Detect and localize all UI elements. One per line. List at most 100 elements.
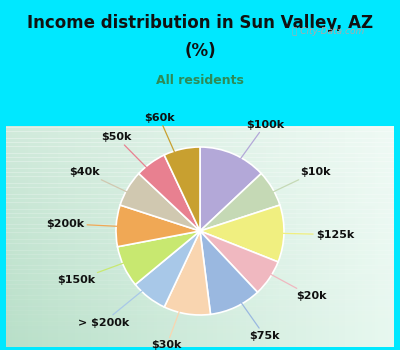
Wedge shape (116, 205, 200, 247)
Bar (2, 161, 398, 165)
Bar (108, 124, 112, 348)
Bar (2, 307, 398, 311)
Wedge shape (200, 147, 261, 231)
Bar (2, 176, 398, 180)
Bar (94, 124, 98, 348)
Bar (62, 124, 66, 348)
Bar (184, 124, 188, 348)
Bar (2, 191, 398, 195)
Bar (141, 124, 145, 348)
Bar (2, 314, 398, 318)
Bar (2, 295, 398, 300)
Bar (332, 124, 336, 348)
Bar (233, 124, 237, 348)
Bar (187, 124, 191, 348)
Bar (2, 303, 398, 307)
Bar (2, 220, 398, 225)
Bar (58, 124, 62, 348)
Bar (279, 124, 283, 348)
Bar (259, 124, 264, 348)
Bar (210, 124, 214, 348)
Bar (385, 124, 389, 348)
Text: $40k: $40k (70, 167, 162, 209)
Bar (306, 124, 310, 348)
Bar (375, 124, 379, 348)
Wedge shape (200, 231, 278, 292)
Bar (2, 243, 398, 247)
Bar (388, 124, 392, 348)
Bar (157, 124, 161, 348)
Bar (2, 344, 398, 348)
Bar (2, 180, 398, 184)
Bar (372, 124, 376, 348)
Bar (2, 150, 398, 154)
Bar (292, 124, 296, 348)
Bar (2, 232, 398, 236)
Wedge shape (200, 231, 258, 314)
Bar (147, 124, 151, 348)
Bar (71, 124, 76, 348)
Text: $100k: $100k (217, 120, 284, 191)
Bar (230, 124, 234, 348)
Bar (2, 292, 398, 296)
Bar (269, 124, 274, 348)
Bar (74, 124, 79, 348)
Bar (111, 124, 115, 348)
Bar (45, 124, 49, 348)
Bar (226, 124, 230, 348)
Bar (2, 202, 398, 206)
Bar (81, 124, 85, 348)
Bar (98, 124, 102, 348)
Bar (150, 124, 154, 348)
Bar (216, 124, 221, 348)
Bar (2, 262, 398, 266)
Wedge shape (200, 174, 280, 231)
Text: > $200k: > $200k (78, 266, 173, 328)
Wedge shape (139, 155, 200, 231)
Bar (194, 124, 198, 348)
Text: $10k: $10k (238, 167, 330, 209)
Bar (2, 198, 398, 203)
Bar (2, 164, 398, 169)
Bar (2, 284, 398, 288)
Bar (2, 310, 398, 315)
Bar (378, 124, 382, 348)
Bar (2, 183, 398, 188)
Bar (368, 124, 372, 348)
Bar (2, 157, 398, 162)
Bar (22, 124, 26, 348)
Bar (365, 124, 369, 348)
Bar (18, 124, 22, 348)
Bar (326, 124, 330, 348)
Bar (114, 124, 118, 348)
Bar (2, 146, 398, 150)
Bar (180, 124, 184, 348)
Text: ⓘ City-Data.com: ⓘ City-Data.com (292, 27, 364, 36)
Bar (65, 124, 69, 348)
Bar (84, 124, 89, 348)
Bar (358, 124, 362, 348)
Bar (200, 124, 204, 348)
Bar (319, 124, 323, 348)
Bar (68, 124, 72, 348)
Bar (2, 336, 398, 341)
Bar (101, 124, 105, 348)
Bar (2, 280, 398, 285)
Bar (2, 332, 398, 337)
Bar (5, 124, 10, 348)
Bar (91, 124, 95, 348)
Bar (348, 124, 353, 348)
Text: $125k: $125k (244, 230, 354, 240)
Bar (2, 251, 398, 255)
Bar (160, 124, 164, 348)
Bar (296, 124, 300, 348)
Bar (2, 340, 398, 344)
Bar (299, 124, 303, 348)
Bar (266, 124, 270, 348)
Bar (352, 124, 356, 348)
Wedge shape (118, 231, 200, 285)
Bar (2, 329, 398, 333)
Bar (2, 224, 398, 229)
Bar (391, 124, 396, 348)
Bar (32, 124, 36, 348)
